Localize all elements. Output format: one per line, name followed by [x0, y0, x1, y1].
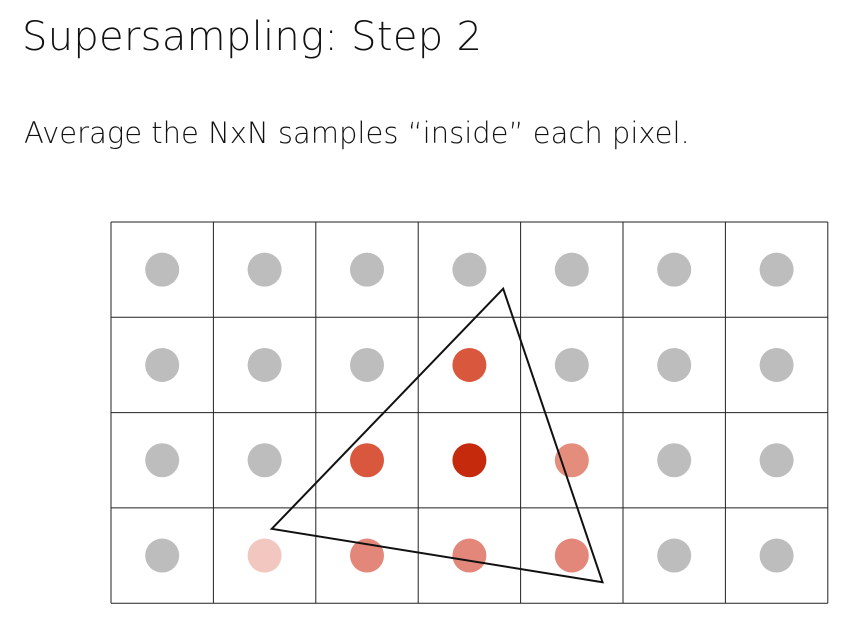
sample-dot — [350, 252, 384, 287]
sample-dot — [247, 347, 282, 382]
slide-subtitle: Average the NxN samples “inside” each pi… — [24, 116, 690, 150]
sample-dot — [452, 538, 487, 573]
sample-dot — [452, 347, 487, 382]
sample-dot — [657, 538, 692, 573]
triangle-outline — [269, 286, 604, 584]
sample-dot — [350, 538, 384, 573]
sample-dot — [657, 347, 692, 382]
sample-dot — [657, 443, 692, 478]
slide-title: Supersampling: Step 2 — [22, 14, 483, 60]
sample-dot — [145, 252, 180, 287]
sample-dot — [554, 252, 589, 287]
sample-dot — [247, 538, 282, 573]
sample-dot — [554, 443, 589, 478]
sample-dot — [247, 443, 282, 478]
sample-dot — [657, 252, 692, 287]
sample-dot — [247, 252, 282, 287]
pixel-grid — [110, 221, 829, 604]
pixel-samples — [145, 252, 794, 573]
sample-dot — [452, 443, 487, 478]
sample-dot — [759, 252, 794, 287]
sample-dot — [350, 347, 384, 382]
sample-dot — [759, 443, 794, 478]
sample-dot — [759, 347, 794, 382]
sample-dot — [350, 443, 384, 478]
sample-dot — [145, 443, 180, 478]
sample-dot — [554, 538, 589, 573]
sample-dot — [452, 252, 487, 287]
sample-dot — [145, 538, 180, 573]
sample-dot — [554, 347, 589, 382]
sample-dot — [145, 347, 180, 382]
sample-dot — [759, 538, 794, 573]
